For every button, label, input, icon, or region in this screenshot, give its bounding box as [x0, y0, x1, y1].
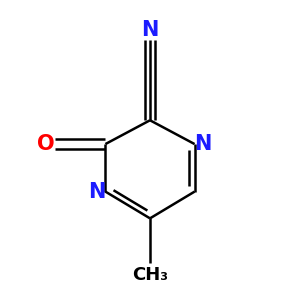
- Text: N: N: [195, 134, 212, 154]
- Text: O: O: [37, 134, 55, 154]
- Text: N: N: [88, 182, 105, 202]
- Text: CH₃: CH₃: [132, 266, 168, 284]
- Text: N: N: [141, 20, 159, 40]
